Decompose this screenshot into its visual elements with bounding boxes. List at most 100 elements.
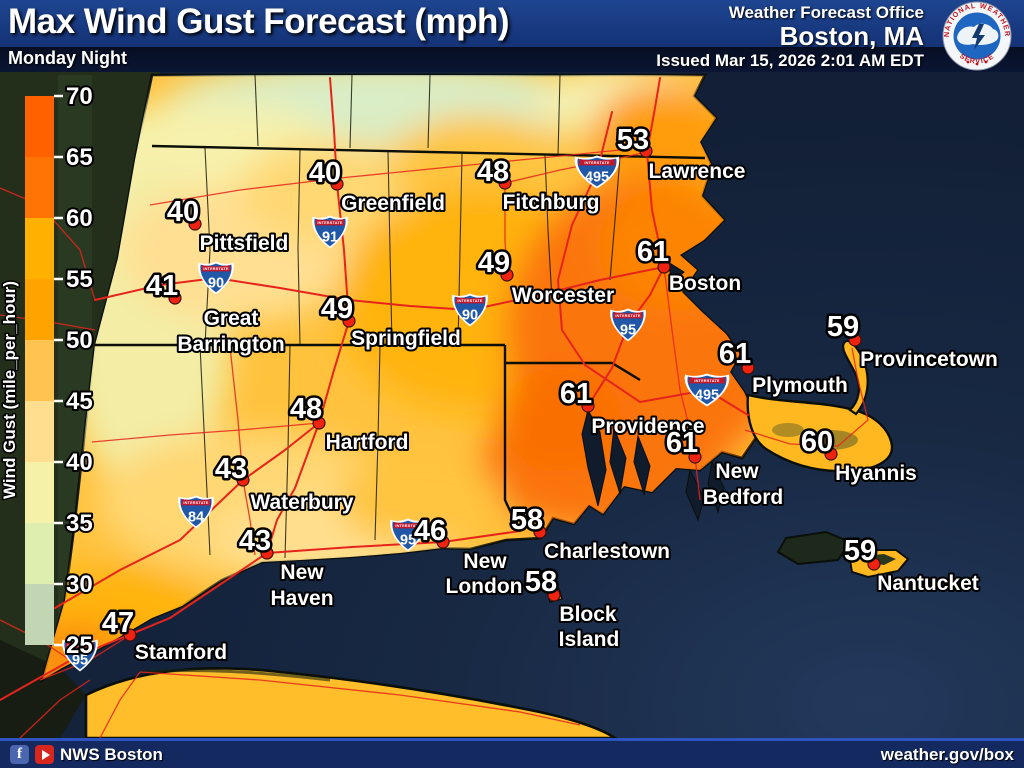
city-gust-value: 49 <box>478 247 510 279</box>
issued-timestamp: Issued Mar 15, 2026 2:01 AM EDT <box>656 51 924 70</box>
legend: 70 65 60 55 50 45 40 35 30 25 Wind Gust (mile_per_… <box>0 81 95 661</box>
city-dot <box>741 361 755 375</box>
legend-tick-label: 25 <box>66 632 93 659</box>
interstate-shield: INTERSTATE 90 <box>198 261 234 295</box>
city-gust-value: 48 <box>290 393 322 425</box>
city-dot <box>168 291 182 305</box>
city-dot <box>824 447 838 461</box>
interstate-shield: INTERSTATE 84 <box>178 495 214 529</box>
city-label: New <box>280 561 324 584</box>
city-label: Worcester <box>512 284 614 307</box>
interstate-shield-top-label: INTERSTATE <box>183 501 209 505</box>
city-label: Hyannis <box>835 462 917 485</box>
interstate-shield: INTERSTATE 495 <box>684 373 730 407</box>
city-label: Block <box>559 603 617 626</box>
logo-lightning-icon <box>972 24 985 50</box>
city-gust-value: 47 <box>102 607 134 639</box>
legend-tick-label: 30 <box>66 571 93 598</box>
interstate-shield-top-label: INTERSTATE <box>67 644 93 648</box>
city-gust-value: 40 <box>167 196 199 228</box>
legend-bar-segment <box>25 157 54 218</box>
legend-title: Wind Gust (mile_per_hour) <box>0 281 19 499</box>
interstate-shield-top-label: INTERSTATE <box>395 524 421 528</box>
city-label: Plymouth <box>752 374 848 397</box>
city-label: Barrington <box>177 333 284 356</box>
city-dot <box>436 535 450 549</box>
legend-tick-label: 60 <box>66 205 93 232</box>
city-marker-layer: 40Pittsfield41GreatBarrington40Greenfiel… <box>99 122 999 667</box>
city-label: Providence <box>591 415 704 438</box>
city-dot <box>330 177 344 191</box>
interstate-shield: INTERSTATE 95 <box>62 638 98 672</box>
legend-bar-segment <box>25 523 54 584</box>
city-marker-group: 48 Fitchburg <box>474 154 601 217</box>
city-label: Boston <box>669 272 741 295</box>
city-dot <box>639 144 653 158</box>
city-dot <box>657 260 671 274</box>
office-location: Boston, MA <box>779 21 924 51</box>
city-gust-value: 53 <box>617 124 649 156</box>
city-marker-group: 43 New Haven <box>236 523 335 613</box>
office-name: Weather Forecast Office <box>728 3 924 22</box>
legend-bar-segment <box>25 584 54 645</box>
city-marker-group: 61 New Bedford <box>663 425 785 512</box>
city-gust-value: 40 <box>309 157 341 189</box>
city-marker-group: 61 Providence <box>557 376 706 441</box>
legend-tick-label: 40 <box>66 449 93 476</box>
interstate-shield-number: 495 <box>695 388 719 404</box>
city-label: Pittsfield <box>200 232 289 255</box>
facebook-icon[interactable]: f <box>10 745 29 764</box>
city-label: Provincetown <box>860 348 998 371</box>
city-label: New <box>715 460 759 483</box>
interstate-shield: INTERSTATE 495 <box>574 155 620 189</box>
city-label: Stamford <box>135 641 227 664</box>
city-label: Waterbury <box>250 491 353 514</box>
interstate-shield: INTERSTATE 95 <box>390 518 426 552</box>
youtube-icon[interactable] <box>35 745 54 764</box>
interstate-shield: INTERSTATE 95 <box>610 308 646 342</box>
footer-social-block: f NWS Boston <box>10 745 163 765</box>
city-gust-value: 59 <box>844 535 876 567</box>
legend-tick-label: 55 <box>66 266 93 293</box>
office-block: Weather Forecast Office Boston, MA Issue… <box>656 3 924 71</box>
city-label: Springfield <box>351 327 461 350</box>
city-dot <box>260 546 274 560</box>
city-dot <box>500 268 514 282</box>
interstate-shield-top-label: INTERSTATE <box>615 314 641 318</box>
interstate-shield-number: 95 <box>400 533 416 549</box>
city-dot <box>188 217 202 231</box>
interstate-shield-number: 95 <box>620 323 636 339</box>
city-dot <box>547 588 561 602</box>
subtitle-band <box>0 47 1024 72</box>
interstate-shield-top-label: INTERSTATE <box>457 299 483 303</box>
legend-tick-label: 65 <box>66 144 93 171</box>
interstate-shield-number: 90 <box>462 308 478 324</box>
city-gust-value: 61 <box>666 427 698 459</box>
city-dot <box>581 399 595 413</box>
legend-tick-label: 50 <box>66 327 93 354</box>
city-dot <box>533 525 547 539</box>
city-gust-value: 48 <box>477 156 509 188</box>
city-dot <box>848 333 862 347</box>
city-gust-value: 58 <box>525 566 557 598</box>
valid-period-label: Monday Night <box>8 48 127 68</box>
city-label: Great <box>204 307 259 330</box>
city-marker-group: 41 Great Barrington <box>143 268 286 359</box>
legend-tick-label: 45 <box>66 388 93 415</box>
city-dot <box>312 416 326 430</box>
city-label: Greenfield <box>341 192 445 215</box>
footer-url[interactable]: weather.gov/box <box>880 744 1014 764</box>
city-dot <box>236 473 250 487</box>
